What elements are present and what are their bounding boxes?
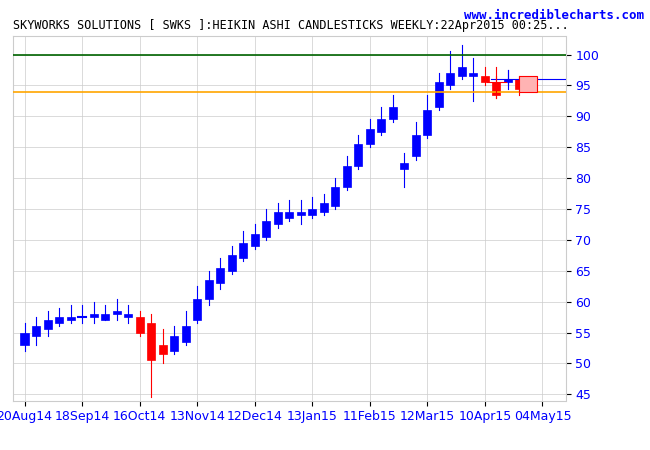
Bar bbox=[389, 107, 397, 119]
Bar bbox=[435, 82, 443, 107]
Bar bbox=[481, 76, 489, 82]
Bar bbox=[504, 79, 512, 82]
Bar bbox=[136, 317, 144, 333]
Text: www.incrediblecharts.com: www.incrediblecharts.com bbox=[463, 9, 644, 22]
Bar bbox=[458, 67, 466, 76]
Bar bbox=[251, 234, 259, 246]
Bar bbox=[227, 255, 236, 271]
Bar bbox=[320, 203, 328, 212]
Bar bbox=[101, 314, 109, 320]
Bar bbox=[112, 311, 121, 314]
Bar bbox=[469, 73, 478, 76]
Bar bbox=[66, 317, 75, 320]
Bar bbox=[55, 317, 63, 323]
Bar bbox=[400, 162, 408, 169]
Bar bbox=[21, 333, 29, 345]
Text: SKYWORKS SOLUTIONS [ SWKS ]:HEIKIN ASHI CANDLESTICKS WEEKLY:22Apr2015 00:25...: SKYWORKS SOLUTIONS [ SWKS ]:HEIKIN ASHI … bbox=[13, 19, 569, 32]
Bar bbox=[159, 345, 166, 354]
Bar bbox=[377, 119, 385, 132]
Bar bbox=[193, 298, 202, 320]
Bar bbox=[32, 326, 40, 336]
Bar bbox=[239, 243, 247, 258]
Bar bbox=[181, 326, 190, 342]
Bar bbox=[205, 280, 213, 298]
Bar bbox=[447, 73, 454, 86]
Bar bbox=[515, 79, 523, 89]
Bar bbox=[124, 314, 132, 317]
Bar bbox=[262, 221, 270, 237]
Bar bbox=[332, 187, 339, 206]
Bar bbox=[147, 323, 155, 360]
Bar bbox=[343, 166, 351, 187]
Bar bbox=[44, 320, 51, 329]
Bar bbox=[354, 144, 362, 166]
Bar bbox=[366, 129, 374, 144]
Bar bbox=[297, 212, 305, 215]
Bar bbox=[90, 314, 97, 317]
Bar bbox=[285, 212, 293, 218]
Bar bbox=[170, 336, 178, 351]
Bar bbox=[216, 268, 224, 283]
Bar bbox=[423, 110, 432, 135]
Bar bbox=[412, 135, 420, 157]
Bar bbox=[519, 76, 537, 92]
Bar bbox=[493, 82, 500, 94]
Bar bbox=[274, 212, 281, 225]
Bar bbox=[308, 209, 317, 215]
